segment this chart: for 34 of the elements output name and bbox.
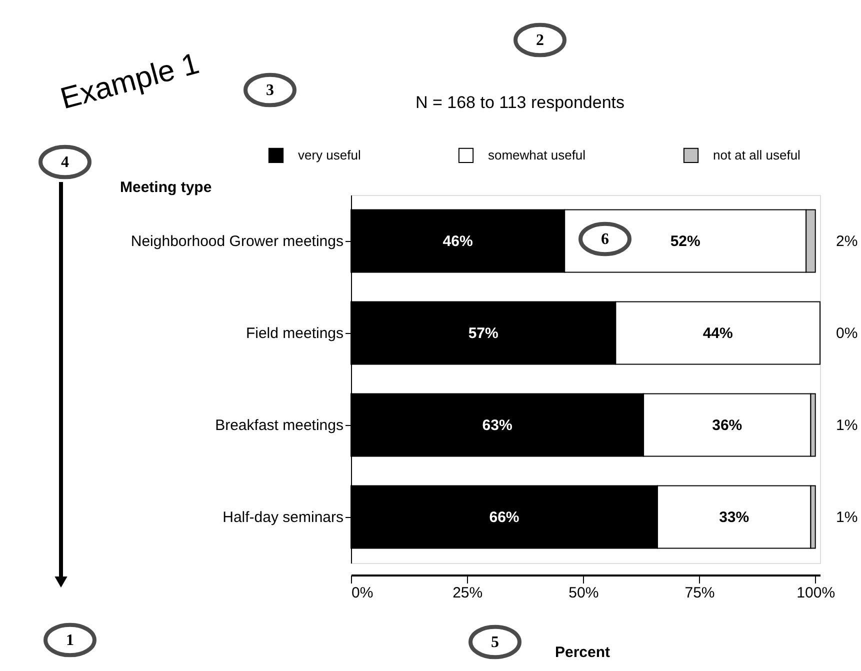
x-tick-label: 25% (452, 584, 483, 602)
annotation: 6 (601, 231, 609, 248)
data-label: 63% (482, 417, 512, 434)
text: 4 (61, 154, 69, 171)
text: 3 (266, 82, 274, 99)
data-label: 36% (712, 417, 742, 434)
text: 5 (491, 634, 499, 651)
data-label: 46% (442, 233, 473, 250)
data-label: 1% (836, 509, 858, 526)
x-tick-label: 0% (352, 584, 374, 602)
y-tick-label: Neighborhood Grower meetings (130, 233, 344, 250)
text: 1 (66, 632, 74, 649)
x-tick-label: 75% (684, 584, 715, 602)
text: 2 (536, 32, 544, 49)
y-tick-label: Breakfast meetings (215, 417, 344, 434)
chart-title: N = 168 to 113 respondents (415, 93, 625, 112)
data-label: 33% (719, 509, 750, 526)
x-tick-label: 50% (568, 584, 599, 602)
data-label: 57% (468, 325, 498, 342)
data-label: 2% (836, 233, 858, 250)
data-label: 44% (702, 325, 733, 342)
legend-label: very useful (298, 147, 361, 162)
x-axis-title: Percent (555, 644, 610, 661)
legend-label: somewhat useful (488, 147, 586, 162)
data-label: 1% (836, 417, 858, 434)
data-label: 52% (670, 233, 700, 250)
text: Example 1 (57, 47, 203, 116)
legend-label: not at all useful (713, 147, 801, 162)
y-tick-label: Half-day seminars (222, 509, 344, 526)
x-tick-label: 100% (796, 584, 836, 602)
y-tick-label: Field meetings (246, 325, 344, 342)
data-label: 0% (836, 325, 858, 342)
data-label: 66% (489, 509, 520, 526)
y-axis-title: Meeting type (120, 179, 212, 196)
